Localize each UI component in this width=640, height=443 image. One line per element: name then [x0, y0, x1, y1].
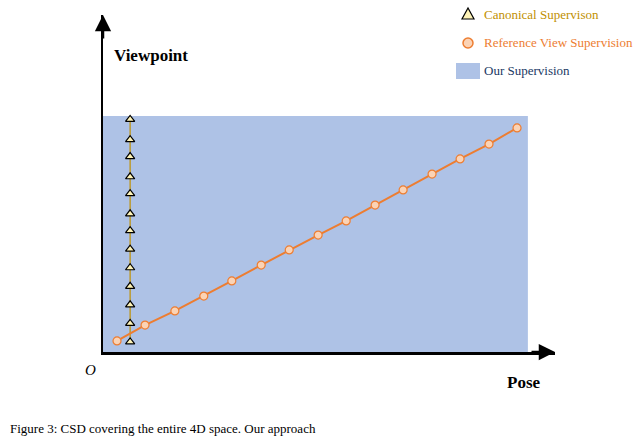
- svg-text:Canonical Supervison: Canonical Supervison: [484, 7, 599, 22]
- svg-text:Reference View Supervision: Reference View Supervision: [484, 35, 633, 50]
- svg-text:Pose: Pose: [507, 373, 541, 392]
- svg-text:Figure 3: CSD covering the ent: Figure 3: CSD covering the entire 4D spa…: [10, 421, 316, 436]
- svg-text:Our Supervision: Our Supervision: [484, 63, 570, 78]
- svg-text:Viewpoint: Viewpoint: [114, 46, 188, 65]
- svg-text:O: O: [85, 362, 96, 378]
